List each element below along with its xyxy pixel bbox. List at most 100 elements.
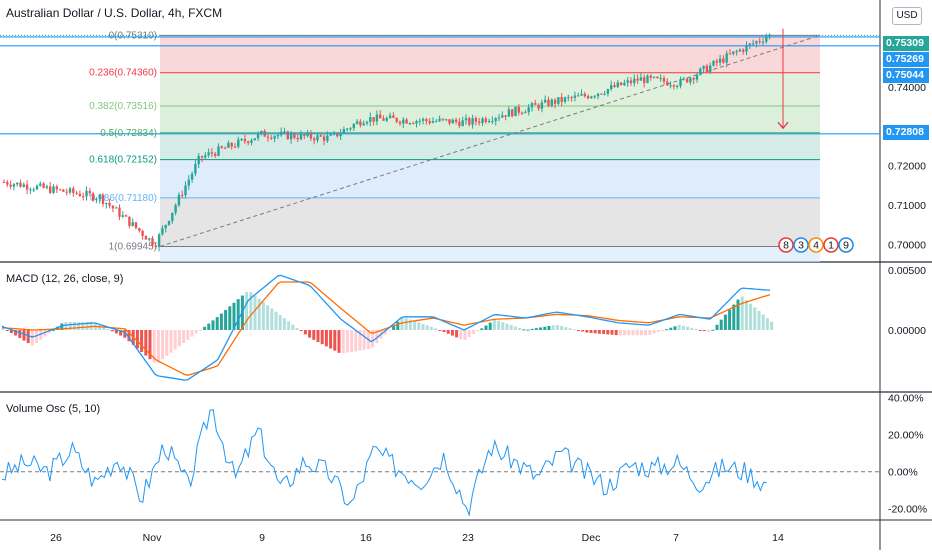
- candle-body: [273, 136, 276, 139]
- candle-body: [194, 164, 197, 174]
- macd-histogram-bar: [68, 322, 72, 330]
- candle-body: [233, 146, 237, 148]
- macd-histogram-bar: [560, 326, 564, 330]
- candle-body: [487, 121, 491, 123]
- candle-body: [289, 133, 293, 140]
- macd-histogram-bar: [14, 330, 18, 336]
- candle-body: [672, 85, 676, 87]
- macd-histogram-bar: [442, 330, 446, 332]
- candle-body: [111, 205, 115, 209]
- macd-histogram-bar: [723, 314, 727, 330]
- candle-body: [19, 182, 22, 187]
- macd-histogram-bar: [5, 330, 9, 331]
- candle-body: [326, 135, 329, 141]
- currency-button[interactable]: USD: [892, 7, 922, 25]
- macd-histogram-bar: [702, 330, 706, 332]
- candle-body: [692, 78, 695, 80]
- candle-body: [577, 95, 580, 97]
- candle-body: [524, 112, 527, 114]
- symbol-title: Australian Dollar / U.S. Dollar, 4h, FXC…: [6, 6, 223, 20]
- candle-body: [544, 99, 547, 103]
- candle-body: [590, 96, 593, 99]
- candle-body: [293, 133, 296, 138]
- candle-body: [586, 96, 590, 99]
- macd-histogram-bar: [278, 314, 282, 330]
- macd-histogram-bar: [207, 323, 211, 330]
- macd-histogram-bar: [303, 330, 307, 335]
- candle-body: [101, 194, 105, 204]
- candle-body: [204, 155, 207, 158]
- candle-body: [735, 51, 738, 53]
- macd-histogram-bar: [551, 325, 555, 330]
- candle-body: [421, 119, 425, 121]
- macd-histogram-bar: [761, 314, 765, 330]
- macd-histogram-bar: [660, 330, 664, 331]
- candle-body: [629, 80, 633, 84]
- macd-histogram-bar: [480, 328, 484, 330]
- candle-body: [385, 118, 388, 121]
- volume-osc-title: Volume Osc (5, 10): [6, 403, 101, 415]
- event-flag-icon: [838, 237, 854, 253]
- fib-level-label: 0.382(0.73516): [89, 101, 157, 112]
- macd-histogram-bar: [648, 330, 652, 335]
- candle-body: [91, 193, 95, 201]
- macd-histogram-bar: [43, 330, 47, 337]
- candle-body: [266, 136, 270, 138]
- macd-histogram-bar: [492, 319, 496, 330]
- candle-body: [227, 142, 230, 148]
- candle-body: [633, 78, 636, 84]
- candle-body: [445, 119, 448, 121]
- macd-histogram-bar: [127, 330, 131, 342]
- macd-histogram-bar: [690, 327, 694, 330]
- candle-body: [553, 99, 557, 104]
- macd-histogram-bar: [673, 326, 677, 330]
- macd-histogram-bar: [576, 330, 580, 331]
- candle-body: [751, 43, 755, 45]
- macd-histogram-bar: [614, 330, 618, 336]
- candle-body: [359, 121, 362, 126]
- candle-body: [22, 184, 25, 187]
- price-tag-last: 0.75309: [883, 36, 929, 51]
- candle-body: [481, 118, 484, 123]
- fib-level-label: 0.786(0.71180): [90, 193, 157, 204]
- candle-body: [474, 118, 478, 122]
- macd-axis-tick: 0.00000: [888, 325, 926, 337]
- candle-body: [141, 230, 144, 236]
- candle-body: [316, 135, 319, 141]
- candle-body: [29, 189, 32, 191]
- macd-histogram-bar: [215, 317, 219, 330]
- candle-body: [210, 152, 214, 154]
- candle-body: [454, 119, 458, 122]
- event-flag-icon: [778, 237, 794, 253]
- macd-histogram-bar: [51, 329, 55, 331]
- candle-body: [652, 76, 656, 78]
- candle-body: [689, 78, 692, 83]
- macd-histogram-bar: [341, 330, 345, 354]
- candle-body: [382, 118, 385, 121]
- macd-histogram-bar: [681, 325, 685, 330]
- macd-histogram-bar: [765, 318, 769, 330]
- candle-body: [570, 97, 573, 99]
- candle-body: [567, 97, 570, 99]
- candle-body: [468, 118, 471, 125]
- macd-histogram-bar: [261, 301, 265, 330]
- candle-body: [138, 228, 141, 231]
- candle-body: [174, 205, 177, 213]
- macd-histogram-bar: [211, 320, 215, 330]
- macd-histogram-bar: [190, 330, 194, 337]
- macd-histogram-bar: [686, 326, 690, 330]
- macd-histogram-bar: [274, 311, 278, 330]
- macd-histogram-bar: [257, 298, 261, 330]
- time-axis-label: 26: [50, 532, 62, 544]
- candle-body: [309, 132, 313, 139]
- candle-body: [758, 41, 761, 43]
- candle-body: [115, 207, 118, 209]
- macd-histogram-bar: [316, 330, 320, 343]
- macd-histogram-bar: [186, 330, 190, 340]
- macd-histogram-bar: [198, 330, 202, 331]
- candle-body: [428, 120, 431, 123]
- macd-histogram-bar: [308, 330, 312, 338]
- macd-histogram-bar: [161, 330, 165, 360]
